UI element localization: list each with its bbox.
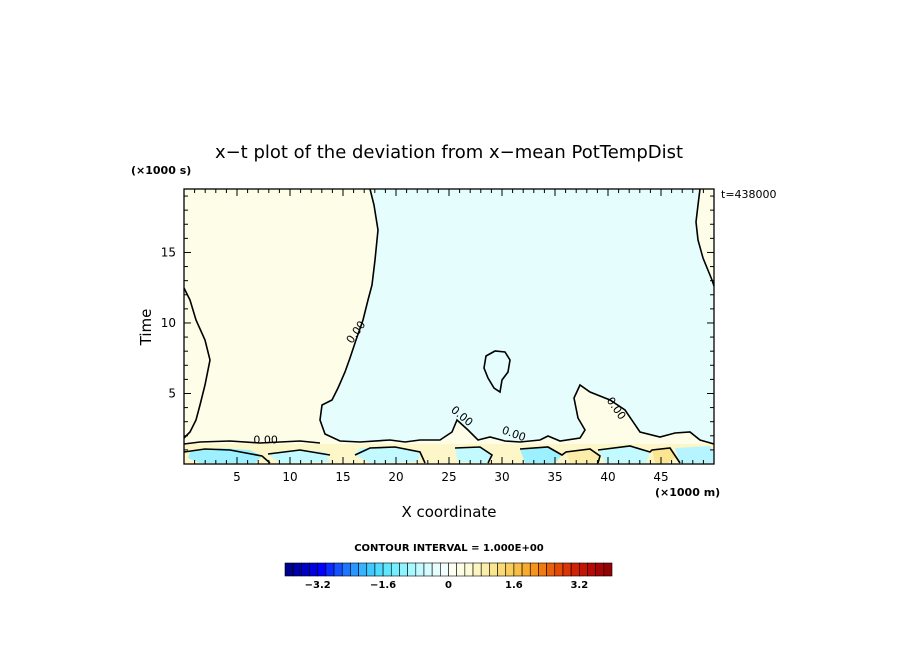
- negative-anomaly-region: [320, 189, 714, 444]
- colorbar-swatch: [325, 562, 335, 577]
- colorbar-swatch: [578, 562, 588, 577]
- x-tick-label: 30: [494, 470, 509, 484]
- colorbar-swatch: [554, 562, 564, 577]
- colorbar-swatch: [366, 562, 376, 577]
- x-tick-label: 15: [335, 470, 350, 484]
- x-tick-label: 10: [282, 470, 297, 484]
- negative-anomaly-blob: [483, 350, 511, 394]
- zero-contour-band-top: [183, 440, 321, 445]
- colorbar-swatch: [350, 562, 359, 577]
- colorbar-swatch: [358, 562, 368, 577]
- zero-contour-left: [183, 287, 211, 439]
- time-stamp: t=438000: [721, 188, 777, 201]
- colorbar-swatch: [472, 562, 482, 577]
- zero-contours: [183, 188, 715, 464]
- colorbar-swatch: [513, 562, 523, 577]
- x-tick-label: 20: [388, 470, 403, 484]
- colorbar-swatch: [570, 562, 580, 577]
- colorbar-swatch: [284, 562, 294, 577]
- colorbar-swatch: [529, 562, 539, 577]
- colorbar-swatch: [431, 562, 441, 577]
- colorbar-tick-label: −1.6: [370, 580, 396, 591]
- plot-area: 0.000.000.00 0.000.00: [183, 188, 715, 464]
- x-tick-label: 40: [600, 470, 615, 484]
- colorbar-tick-label: 1.6: [505, 580, 523, 591]
- colorbar-swatch: [505, 562, 515, 577]
- colorbar-swatch: [415, 562, 425, 577]
- colorbar-swatch: [456, 562, 466, 577]
- y-tick-label: 15: [161, 245, 176, 259]
- colorbar-swatch: [390, 562, 400, 577]
- colorbar-swatch: [399, 562, 408, 577]
- colorbar-swatch: [603, 562, 613, 577]
- colorbar-swatch: [587, 562, 596, 577]
- contour-interval-label: CONTOUR INTERVAL = 1.000E+00: [354, 543, 544, 554]
- x-tick-label: 5: [233, 470, 241, 484]
- colorbar-swatch: [341, 562, 351, 577]
- colorbar-swatch: [480, 562, 490, 577]
- colorbar-swatch: [423, 562, 433, 577]
- colorbar-swatch: [374, 562, 384, 577]
- warm-patches-band: [566, 448, 676, 463]
- x-tick-label: 25: [441, 470, 456, 484]
- colorbar-swatch: [448, 562, 457, 577]
- y-unit-label: (×1000 s): [131, 164, 191, 177]
- colorbar-swatch: [407, 562, 417, 577]
- positive-anomaly-right-edge: [696, 189, 714, 286]
- colorbar-swatch: [546, 562, 556, 577]
- zero-contour-right: [695, 188, 715, 287]
- y-tick-label: 5: [168, 386, 176, 400]
- colorbar-swatch: [489, 562, 498, 577]
- colorbar-swatch: [538, 562, 547, 577]
- colorbar-swatch: [382, 562, 392, 577]
- colorbar-swatch: [562, 562, 572, 577]
- colorbar-swatch: [309, 562, 318, 577]
- zero-contour-main: [319, 188, 715, 445]
- x-tick-label: 35: [547, 470, 562, 484]
- x-axis-title: X coordinate: [401, 503, 496, 521]
- colorbar-swatch: [521, 562, 531, 577]
- colorbar-swatch: [464, 562, 474, 577]
- colorbar-swatch: [301, 562, 310, 577]
- y-axis-title: Time: [137, 309, 155, 347]
- colorbar-swatch: [333, 562, 343, 577]
- colorbar: −3.2 −1.6 0 1.6 3.2: [284, 562, 613, 591]
- x-unit-label: (×1000 m): [655, 486, 720, 499]
- cool-patches-band: [188, 446, 714, 463]
- colorbar-swatch: [317, 562, 327, 577]
- colorbar-tick-label: 0: [445, 580, 452, 591]
- chart-title: x−t plot of the deviation from x−mean Po…: [215, 142, 683, 163]
- colorbar-tick-label: 3.2: [570, 580, 588, 591]
- colorbar-swatch: [497, 562, 507, 577]
- x-tick-label: 45: [653, 470, 668, 484]
- colorbar-swatch: [440, 562, 449, 577]
- colorbar-swatch: [595, 562, 605, 577]
- y-axis: 5 10 15: [161, 195, 714, 451]
- colorbar-swatch: [292, 562, 302, 577]
- zero-contour-band-bottom: [183, 445, 681, 464]
- x-axis: 5 10 15 20 25 30 35 40 45: [194, 189, 704, 484]
- colorbar-tick-label: −3.2: [305, 580, 331, 591]
- y-tick-label: 10: [161, 316, 176, 330]
- contour-label: 0.00: [253, 434, 278, 447]
